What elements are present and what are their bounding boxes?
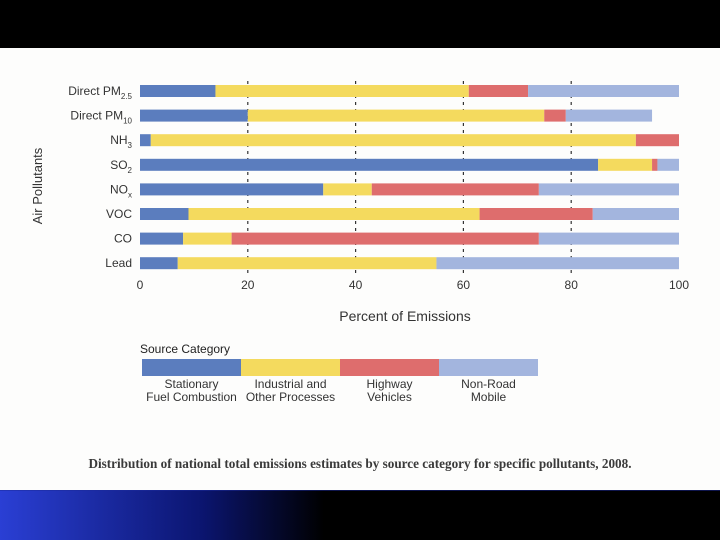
legend-swatch-1 [241,359,340,376]
bar-segment-nh3-0 [140,134,151,147]
bar-segment-lead-1 [177,257,437,270]
chart-figure: Direct PM2.5 Direct PM10 NH3 SO2 NOx VOC CO Lea… [0,48,720,490]
legend-label-3: Non-Road Mobile [461,377,516,404]
bar-segment-co-2 [231,232,539,245]
bar-segment-direct-pm2-5-1 [215,85,469,97]
bar-segment-lead-3 [436,257,679,270]
bar-segment-nox-2 [371,183,539,196]
bar-segment-voc-1 [188,208,480,220]
bars-layer [140,85,679,270]
x-tick-label-100: 100 [669,278,689,292]
legend-label-2: Highway Vehicles [366,377,412,404]
bar-segment-direct-pm2-5-0 [140,85,216,97]
x-tick-label-80: 80 [565,278,579,292]
y-tick-labels: Direct PM2.5 Direct PM10 NH3 SO2 NOx VOC CO Lea… [68,84,132,270]
bar-segment-voc-2 [479,208,593,220]
legend-title: Source Category [140,342,230,356]
bar-segment-co-0 [140,232,184,245]
legend-swatch-0 [142,359,241,376]
bar-segment-direct-pm2-5-2 [468,85,529,97]
x-tick-label-0: 0 [137,278,144,292]
bar-segment-voc-0 [140,208,189,220]
x-tick-label-60: 60 [457,278,471,292]
legend-swatch-2 [340,359,439,376]
bar-segment-direct-pm2-5-3 [528,85,679,97]
stacked-bar-chart: Direct PM2.5 Direct PM10 NH3 SO2 NOx VOC CO Lea… [30,81,690,404]
bar-segment-co-1 [183,232,232,245]
y-tick-label: Direct PM10 [70,109,132,126]
y-tick-label: SO2 [110,158,132,175]
bar-segment-nh3-2 [635,134,679,147]
bar-segment-nox-1 [323,183,372,196]
bar-segment-co-3 [538,232,679,245]
bar-segment-lead-0 [140,257,178,270]
figure-caption: Distribution of national total emissions… [88,456,632,471]
bar-segment-so2-2 [652,158,658,171]
y-tick-label: NOx [110,182,132,199]
bar-segment-direct-pm10-2 [544,109,566,122]
legend-label-1: Industrial and Other Processes [246,377,335,404]
y-axis-title: Air Pollutants [30,147,45,224]
x-axis-title: Percent of Emissions [339,308,471,324]
bar-segment-voc-3 [592,208,679,220]
y-tick-label: CO [114,232,132,246]
bar-segment-direct-pm10-1 [247,109,545,122]
bar-segment-nox-0 [140,183,324,196]
bar-segment-nh3-1 [150,134,636,147]
bar-segment-nox-3 [538,183,679,196]
legend-swatch-3 [439,359,538,376]
legend: Source Category Stationary Fuel Combustion… [140,342,538,404]
bar-segment-direct-pm10-3 [565,109,653,122]
x-tick-label-40: 40 [349,278,363,292]
legend-label-0: Stationary Fuel Combustion [146,377,237,404]
bar-segment-so2-0 [140,158,599,171]
x-axis: 0 20 40 60 80 100 [137,278,690,292]
y-tick-label: Direct PM2.5 [68,84,132,101]
bar-segment-direct-pm10-0 [140,109,248,122]
bar-segment-so2-1 [598,158,653,171]
bar-segment-so2-3 [657,158,679,171]
x-tick-label-20: 20 [241,278,255,292]
y-tick-label: Lead [105,256,132,270]
y-tick-label: VOC [106,207,132,221]
y-tick-label: NH3 [110,133,132,150]
